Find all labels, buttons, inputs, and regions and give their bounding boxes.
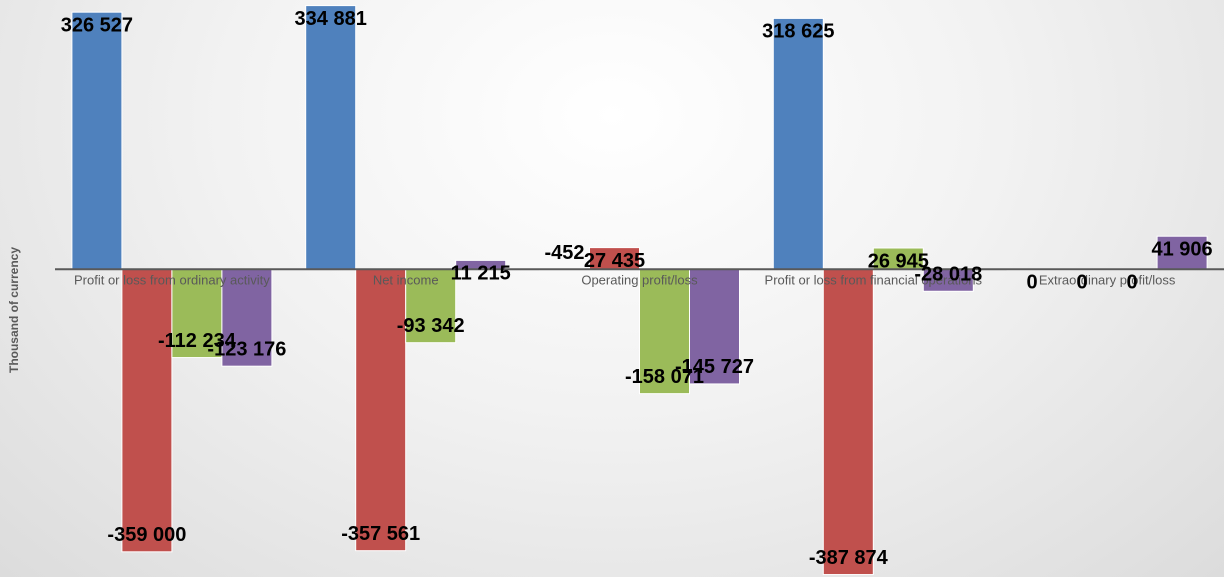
data-label: -93 342 (397, 315, 465, 337)
bar (121, 268, 173, 553)
data-label: -158 071 (625, 366, 704, 388)
data-label: 326 527 (61, 14, 133, 36)
data-label: 11 215 (451, 263, 511, 285)
data-label: -145 727 (675, 356, 754, 378)
bar (355, 268, 407, 552)
bar (221, 268, 273, 367)
data-label: 0 (1027, 271, 1038, 293)
data-label: 41 906 (1152, 239, 1213, 261)
bar (689, 268, 740, 385)
data-label: -359 000 (107, 524, 186, 546)
data-label: -123 176 (207, 338, 286, 360)
bar (822, 268, 874, 576)
data-label: -112 234 (158, 330, 237, 352)
x-tick-label: Extraordinary profit/loss (1039, 273, 1176, 288)
data-label: -387 874 (809, 547, 889, 569)
bar (1156, 235, 1208, 270)
x-tick-label: Operating profit/loss (581, 273, 698, 288)
data-label: 0 (1077, 271, 1088, 293)
x-tick-label: Profit or loss from financial operations (765, 273, 983, 288)
bar (71, 11, 123, 270)
y-axis-label: Thousand of currency (7, 247, 21, 373)
x-tick-label: Net income (373, 273, 439, 288)
bar (171, 268, 223, 359)
data-label: -28 018 (914, 264, 982, 286)
data-label: 334 881 (295, 8, 367, 30)
data-label: -452 (544, 242, 584, 264)
data-label: 26 945 (868, 250, 929, 272)
data-label: 27 435 (584, 250, 645, 272)
data-label: 0 (1127, 271, 1138, 293)
bar (305, 5, 357, 270)
bar (772, 17, 824, 270)
data-label: 318 625 (762, 21, 834, 43)
x-tick-label: Profit or loss from ordinary activity (74, 273, 270, 288)
data-label: -357 561 (341, 523, 420, 545)
